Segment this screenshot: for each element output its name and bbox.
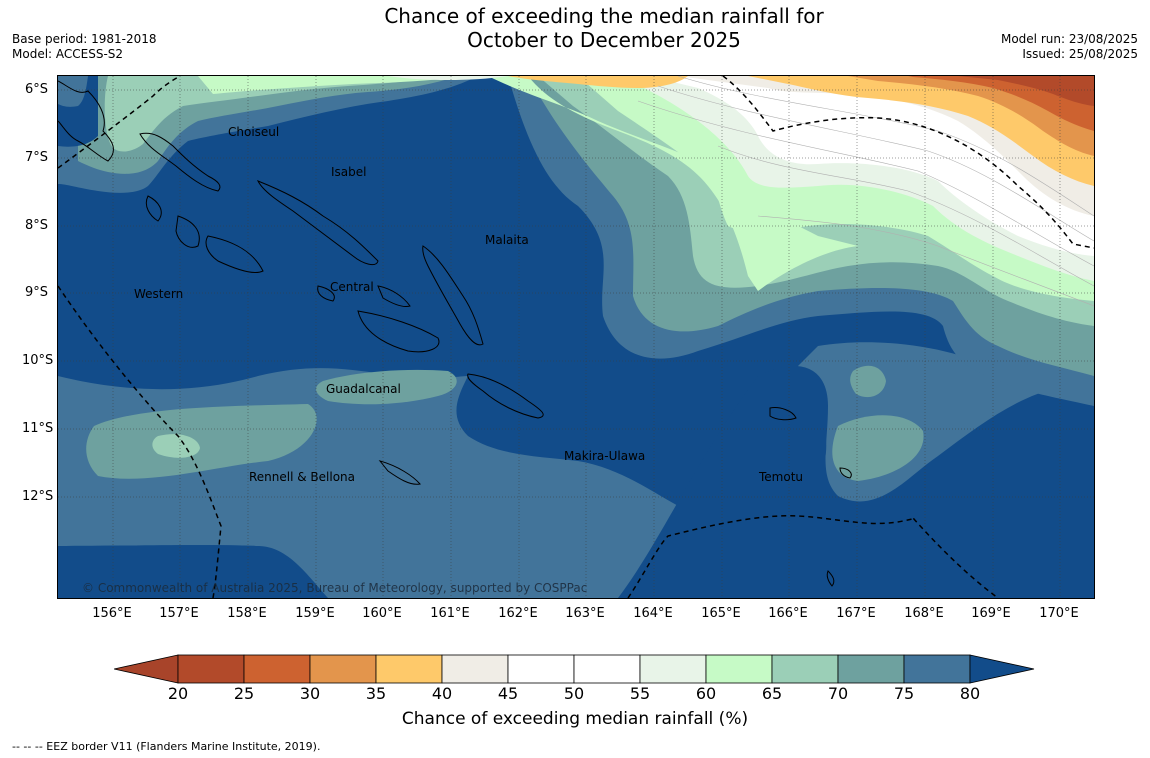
- lat-label-7s: 7°S: [24, 150, 48, 165]
- lon-label-158e: 158°E: [227, 606, 267, 621]
- colorbar-tick-20: 20: [167, 684, 189, 703]
- meta-right: Model run: 23/08/2025 Issued: 25/08/2025: [1001, 32, 1138, 62]
- region-label-rennell-bellona: Rennell & Bellona: [249, 470, 356, 484]
- zone-35-40-north-strip: [508, 76, 688, 88]
- zone-75-80-nw-corner: [58, 76, 88, 107]
- colorbar-tick-25: 25: [233, 684, 255, 703]
- model-name: Model: ACCESS-S2: [12, 47, 124, 61]
- zone-70-75-guadalcanal: [316, 369, 457, 405]
- colorbar-tick-35: 35: [365, 684, 387, 703]
- colorbar-extend-low: [113, 654, 179, 684]
- colorbar-segment: [177, 654, 245, 684]
- lon-label-163e: 163°E: [565, 606, 605, 621]
- colorbar-segment: [375, 654, 443, 684]
- colorbar-segment: [309, 654, 377, 684]
- region-label-isabel: Isabel: [331, 165, 367, 179]
- colorbar-svg: [113, 654, 1035, 684]
- lon-label-161e: 161°E: [430, 606, 470, 621]
- colorbar-tick-55: 55: [629, 684, 651, 703]
- zone-65-70-northwest: [104, 76, 438, 152]
- eez-legend-note: -- -- -- EEZ border V11 (Flanders Marine…: [12, 740, 321, 753]
- gridlines: [58, 76, 1094, 598]
- region-label-guadalcanal: Guadalcanal: [326, 382, 401, 396]
- colorbar-segment: [639, 654, 707, 684]
- zone-60-65-north: [488, 76, 858, 291]
- lon-label-160e: 160°E: [362, 606, 402, 621]
- zone-over-80-southwest: [58, 545, 318, 598]
- model-run: Model run: 23/08/2025: [1000, 32, 1138, 46]
- contour-lines: [637, 76, 1094, 307]
- lon-label-159e: 159°E: [295, 606, 335, 621]
- zone-55-60-north: [388, 76, 508, 80]
- colorbar-tick-75: 75: [893, 684, 915, 703]
- colorbar-segment: [837, 654, 905, 684]
- lon-label-157e: 157°E: [159, 606, 199, 621]
- lat-label-11s: 11°S: [22, 421, 54, 436]
- lon-label-156e: 156°E: [92, 606, 132, 621]
- zone-60-65-northwest: [198, 76, 468, 94]
- lon-label-168e: 168°E: [904, 606, 944, 621]
- region-label-malaita: Malaita: [485, 233, 529, 247]
- colorbar-tick-30: 30: [299, 684, 321, 703]
- title-line-1: Chance of exceeding the median rainfall …: [384, 4, 824, 28]
- map-title: Chance of exceeding the median rainfall …: [300, 4, 908, 52]
- region-label-central: Central: [330, 280, 374, 294]
- colorbar-label: Chance of exceeding median rainfall (%): [401, 709, 749, 729]
- lat-label-10s: 10°S: [22, 353, 54, 368]
- colorbar-segment: [573, 654, 641, 684]
- meta-left: Base period: 1981-2018 Model: ACCESS-S2: [12, 32, 157, 62]
- colorbar: [113, 654, 1038, 686]
- lon-label-170e: 170°E: [1039, 606, 1079, 621]
- title-line-2: October to December 2025: [467, 28, 741, 52]
- lat-label-6s: 6°S: [24, 82, 48, 97]
- lat-label-8s: 8°S: [24, 218, 48, 233]
- base-period: Base period: 1981-2018: [12, 32, 157, 46]
- zone-20-25-northeast: [958, 76, 1094, 106]
- colorbar-segment: [903, 654, 971, 684]
- zone-70-75-temotu: [832, 415, 924, 481]
- zone-70-75-temotu-north: [850, 365, 886, 398]
- colorbar-segment: [771, 654, 839, 684]
- rainfall-map: Choiseul Isabel Malaita Western Central …: [57, 75, 1095, 599]
- lon-label-165e: 165°E: [701, 606, 741, 621]
- region-label-western: Western: [134, 287, 184, 301]
- colorbar-tick-45: 45: [497, 684, 519, 703]
- colorbar-segment: [705, 654, 773, 684]
- lat-label-9s: 9°S: [24, 285, 48, 300]
- colorbar-tick-60: 60: [695, 684, 717, 703]
- region-label-makira-ulawa: Makira-Ulawa: [564, 449, 646, 463]
- region-label-choiseul: Choiseul: [228, 125, 280, 139]
- eez-borders: [58, 76, 1094, 598]
- colorbar-segment: [507, 654, 575, 684]
- lon-label-164e: 164°E: [633, 606, 673, 621]
- zone-over-80-southeast: [618, 366, 1094, 598]
- lon-label-162e: 162°E: [498, 606, 538, 621]
- colorbar-tick-50: 50: [563, 684, 585, 703]
- colorbar-segment: [243, 654, 311, 684]
- island-outlines: [58, 80, 852, 587]
- lat-label-12s: 12°S: [22, 489, 54, 504]
- region-label-temotu: Temotu: [759, 470, 804, 484]
- colorbar-tick-65: 65: [761, 684, 783, 703]
- colorbar-tick-80: 80: [959, 684, 981, 703]
- colorbar-segment: [441, 654, 509, 684]
- colorbar-tick-70: 70: [827, 684, 849, 703]
- issued-date: Issued: 25/08/2025: [1022, 47, 1138, 61]
- copyright-notice: © Commonwealth of Australia 2025, Bureau…: [82, 581, 588, 595]
- rainfall-map-svg: [58, 76, 1094, 598]
- lon-label-169e: 169°E: [971, 606, 1011, 621]
- lon-label-166e: 166°E: [768, 606, 808, 621]
- colorbar-extend-high: [969, 654, 1035, 684]
- lon-label-167e: 167°E: [836, 606, 876, 621]
- colorbar-tick-40: 40: [431, 684, 453, 703]
- zone-70-75-southwest: [86, 404, 317, 479]
